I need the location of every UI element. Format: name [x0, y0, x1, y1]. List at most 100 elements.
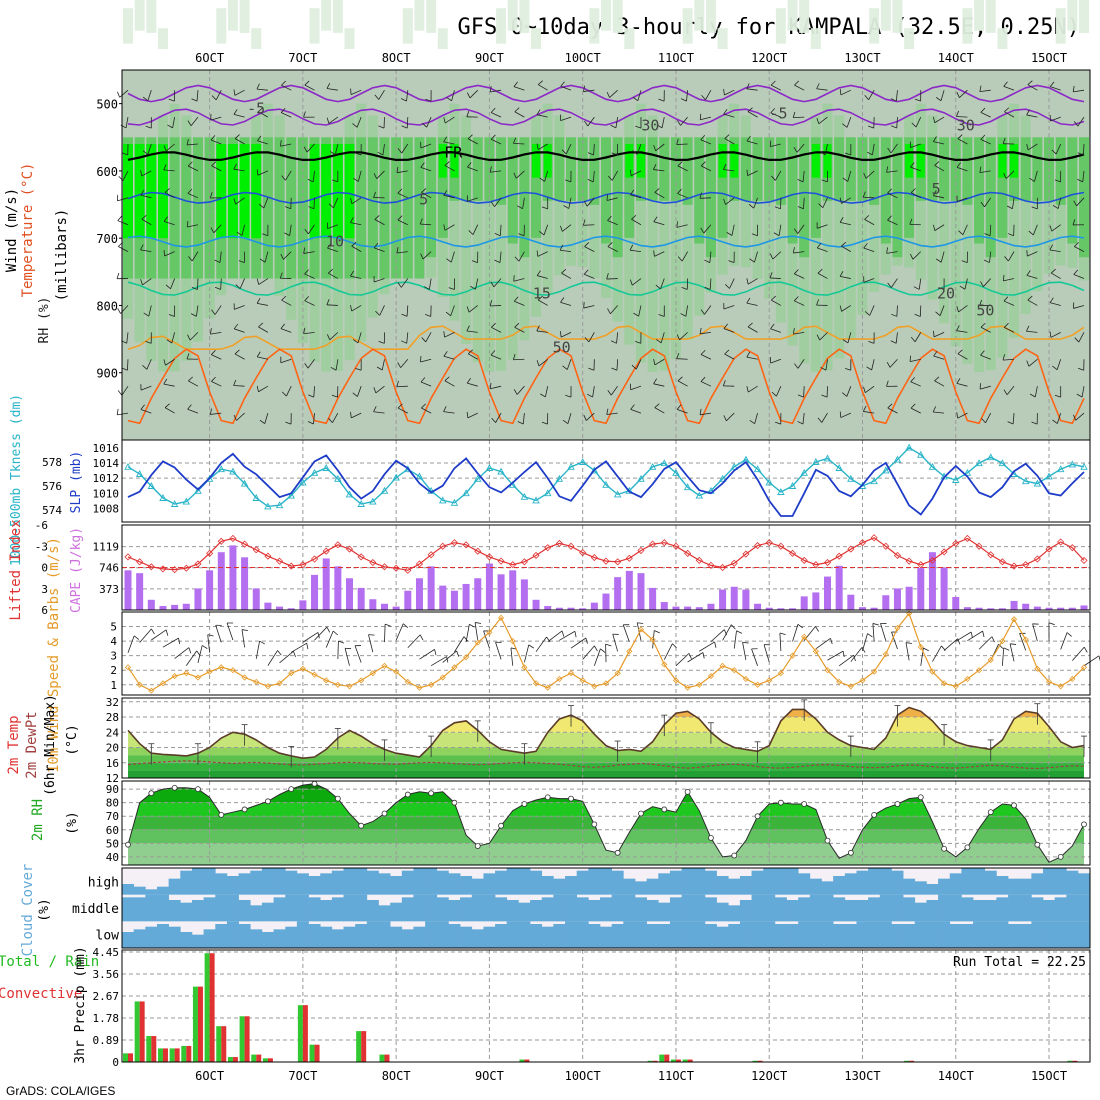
wind-barb [676, 358, 688, 360]
wind10-point [183, 670, 190, 677]
wind-barb [259, 419, 265, 424]
wind-barb [722, 163, 727, 170]
wind10-barb [1032, 623, 1038, 642]
cape-bar [800, 596, 808, 610]
wind-barb [1072, 85, 1075, 92]
cape-bar [241, 557, 249, 610]
cloud-cell [600, 926, 612, 948]
wind-barb [541, 421, 548, 425]
wind-barb [236, 231, 243, 236]
wind-barb [375, 310, 381, 316]
wind-barb [518, 233, 525, 237]
wind-barb [1081, 386, 1085, 398]
cape-bar [998, 608, 1006, 610]
wind10-point [754, 681, 761, 688]
thickness-point [998, 459, 1007, 467]
wind-barb [723, 169, 735, 172]
cloud-cell [565, 876, 578, 895]
wind-barb [187, 224, 199, 228]
cloud-cell [425, 868, 438, 895]
wind-barb [307, 421, 314, 425]
wind10-barb [830, 638, 833, 645]
rh-light-column [123, 8, 133, 44]
wind-barb [586, 197, 595, 207]
wind-barb [863, 278, 875, 283]
wind-barb [513, 137, 517, 144]
lifted-index-point [893, 551, 902, 560]
wind-barb [563, 205, 569, 209]
wind-barb [211, 354, 222, 360]
precip-total-bar [204, 953, 210, 1062]
cape-bar [625, 570, 633, 610]
wind-barb [233, 113, 245, 118]
wind-barb [373, 242, 379, 249]
wind10-barb [593, 648, 601, 666]
wind-barb [769, 140, 772, 147]
cloud-cell [1078, 921, 1090, 948]
cloud-cell [623, 894, 636, 922]
wind-barb [125, 117, 129, 128]
wind-barb [148, 305, 152, 317]
cloud-cell [261, 902, 274, 922]
rh-max-column [823, 144, 832, 178]
wind-barb [333, 197, 339, 209]
lifted-index-point [555, 539, 563, 547]
cloud-cell [961, 924, 974, 948]
cloud-cell [588, 868, 601, 895]
cloud-cell [203, 868, 216, 895]
wind-barb [400, 359, 409, 368]
cape-bar [264, 602, 272, 610]
isotherm-15 [127, 281, 1085, 296]
wind-barb [606, 197, 618, 201]
wind-barb [419, 218, 423, 225]
wind-barb [401, 125, 408, 129]
wind-barb [587, 116, 595, 127]
wind-barb [420, 166, 432, 172]
wind-barb [731, 224, 735, 236]
wind10-point [498, 614, 505, 621]
wind-barb [397, 362, 402, 368]
wind-barb [357, 386, 362, 397]
cloud-cell [413, 868, 426, 895]
wind-barb [444, 165, 455, 172]
cloud-cell [238, 924, 251, 948]
wind-barb [147, 90, 152, 101]
wind-barb [210, 116, 222, 121]
wind-barb [467, 162, 472, 168]
wind10-point [299, 665, 306, 672]
wind-barb [428, 278, 432, 290]
wind-barb [210, 227, 215, 233]
wind10-barb [403, 623, 408, 628]
wind-barb [796, 143, 805, 153]
rh-mid-column [974, 172, 985, 373]
wind-barb [446, 97, 452, 102]
rh-mid-column [822, 103, 833, 371]
cloud-cell [401, 897, 414, 922]
cloud-cell [122, 884, 134, 895]
cloud-cell [1054, 868, 1067, 895]
thickness-point [229, 467, 237, 475]
wind-barb [303, 327, 306, 334]
wind-barb [940, 90, 945, 101]
wind10-barb [1083, 646, 1088, 653]
wind-barb [769, 272, 773, 279]
wind-barb [934, 161, 940, 166]
precip-total-bar [519, 1059, 525, 1062]
wind-barb [219, 251, 222, 263]
cloud-cell [343, 894, 356, 922]
rh-point [125, 841, 131, 848]
wind-barb [421, 192, 432, 199]
rh-tick-label: 40 [106, 851, 119, 864]
wind10-point [836, 678, 843, 685]
wind-barb [1002, 274, 1005, 281]
lifted-index-point [1022, 561, 1030, 569]
cape-bar [287, 608, 295, 610]
wind-barb [565, 143, 572, 155]
cape-bar [765, 607, 773, 610]
wind10-barb [133, 635, 140, 640]
wind10-barb [991, 636, 995, 643]
wind-barb [233, 323, 239, 330]
cloud-cell [669, 921, 682, 948]
wind-barb [210, 135, 216, 141]
wind-barb [257, 356, 268, 360]
